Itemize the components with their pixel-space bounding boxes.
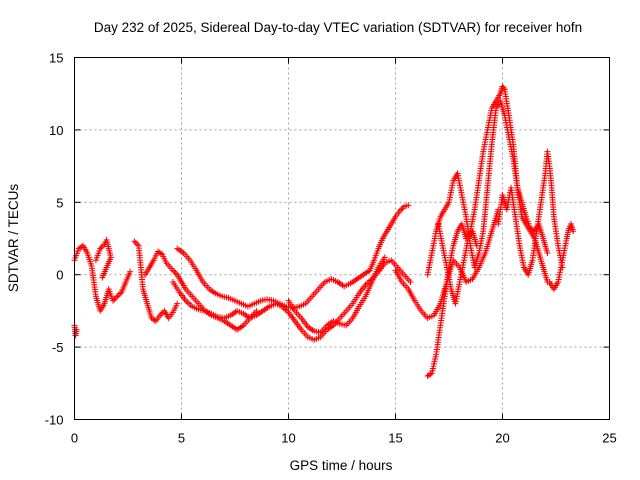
y-tick-label: -5 — [52, 340, 64, 355]
data-point — [127, 268, 134, 275]
x-tick-label: 25 — [602, 431, 616, 446]
y-tick-label: 15 — [49, 51, 63, 66]
x-tick-label: 10 — [281, 431, 295, 446]
data-point — [97, 245, 104, 252]
series-trace-e — [142, 248, 260, 333]
data-point — [110, 297, 117, 304]
data-point — [544, 249, 551, 256]
series-trace-h — [285, 254, 388, 336]
data-point — [114, 293, 121, 300]
data-point — [473, 242, 480, 249]
ticks-layer: 0 5 10 15 20 25 -10 -5 0 5 10 15 — [45, 51, 617, 446]
data-point — [407, 278, 414, 285]
series-trace-m — [495, 148, 566, 278]
x-tick-label: 0 — [71, 431, 78, 446]
series-trace-a — [71, 242, 134, 314]
y-tick-label: 0 — [56, 268, 63, 283]
data-point — [131, 238, 138, 245]
data-point — [169, 267, 176, 274]
data-point — [99, 274, 106, 281]
x-tick-label: 5 — [178, 431, 185, 446]
data-point — [157, 250, 164, 257]
data-point — [427, 371, 434, 378]
series-trace-k — [424, 97, 551, 278]
data-point — [396, 207, 403, 214]
data-point — [134, 241, 141, 248]
data-point — [500, 84, 507, 91]
x-tick-label: 20 — [495, 431, 509, 446]
data-point — [399, 205, 406, 212]
series-trace-f — [174, 202, 412, 312]
series-trace-c — [92, 236, 114, 281]
data-point — [111, 296, 118, 303]
chart-title: Day 232 of 2025, Sidereal Day-to-day VTE… — [94, 20, 582, 35]
plot-frame — [74, 57, 610, 420]
data-point — [132, 239, 139, 246]
points-layer — [71, 83, 577, 380]
data-point — [100, 242, 107, 249]
data-point — [115, 291, 122, 298]
data-point — [157, 312, 164, 319]
data-point — [112, 294, 119, 301]
series-trace-b — [71, 322, 80, 339]
series-trace-l — [435, 221, 480, 307]
data-point — [398, 206, 405, 213]
series-trace-n — [546, 221, 577, 293]
y-tick-label: 5 — [56, 195, 63, 210]
data-point — [174, 300, 181, 307]
grid-layer — [74, 57, 610, 420]
data-point — [570, 228, 577, 235]
data-point — [151, 317, 158, 324]
data-point — [171, 268, 178, 275]
data-point — [117, 290, 124, 297]
data-point — [98, 244, 105, 251]
data-point — [405, 202, 412, 209]
data-point — [172, 270, 179, 277]
data-point — [158, 310, 165, 317]
y-tick-label: 10 — [49, 123, 63, 138]
data-point — [381, 254, 388, 261]
x-axis-label: GPS time / hours — [290, 458, 393, 473]
y-tick-label: -10 — [45, 413, 64, 428]
y-axis-label: SDTVAR / TECUs — [6, 184, 21, 293]
x-tick-label: 15 — [388, 431, 402, 446]
series-trace-d — [131, 238, 181, 325]
